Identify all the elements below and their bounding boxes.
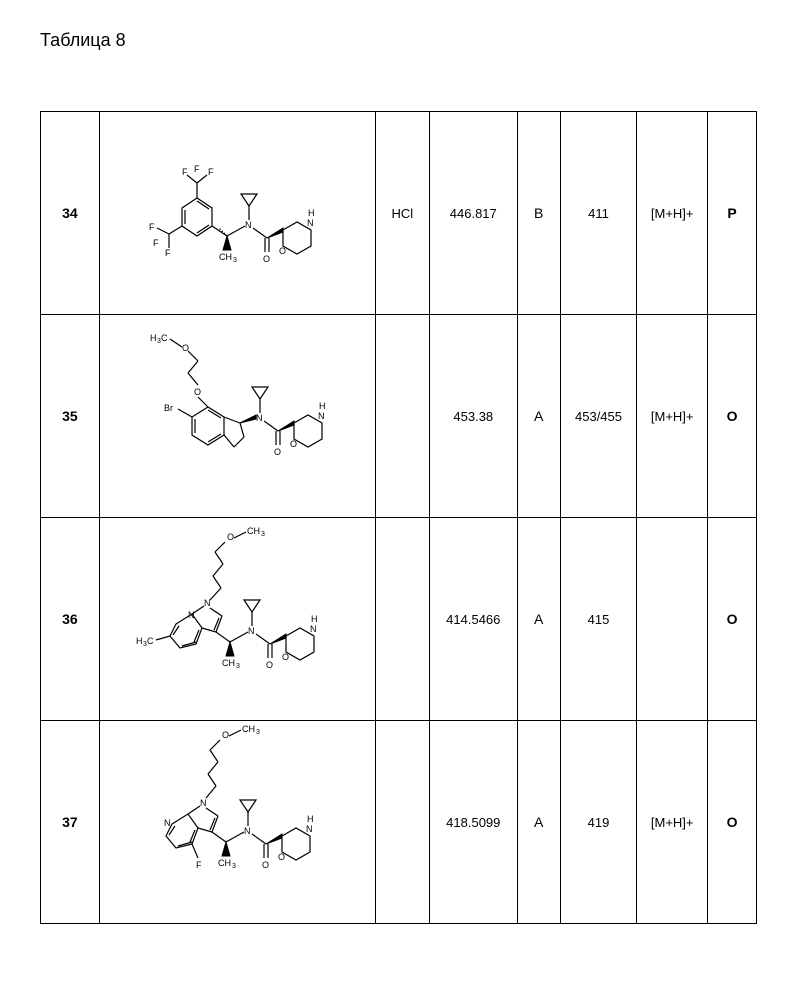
svg-text:O: O: [266, 660, 273, 670]
svg-text:CH: CH: [222, 658, 235, 668]
svg-text:3: 3: [233, 257, 237, 264]
svg-text:O: O: [262, 860, 269, 870]
svg-text:N: N: [306, 824, 313, 834]
svg-text:F: F: [165, 248, 171, 258]
cell-flag: O: [708, 518, 757, 721]
svg-text:O: O: [263, 254, 270, 264]
svg-text:C: C: [147, 636, 154, 646]
svg-text:O: O: [290, 439, 297, 449]
cell-structure: O CH3 N N F CH3 N O H N O: [99, 721, 375, 924]
table-row: 35 H3C O O Br N O H N O 453.38 A 453/455…: [41, 315, 757, 518]
cell-structure: O CH3 N N H3C CH3 N O H N O: [99, 518, 375, 721]
svg-text:3: 3: [256, 729, 260, 736]
svg-text:N: N: [310, 624, 317, 634]
cell-method: A: [517, 721, 560, 924]
svg-text:F: F: [208, 167, 214, 177]
svg-text:CH: CH: [219, 252, 232, 262]
svg-text:F: F: [194, 164, 200, 174]
cell-method: A: [517, 518, 560, 721]
cell-ion: [M+H]+: [637, 112, 708, 315]
cell-ms: 411: [560, 112, 636, 315]
svg-text:N: N: [244, 826, 251, 836]
cell-method: A: [517, 315, 560, 518]
svg-text:H: H: [308, 208, 315, 218]
cell-id: 36: [41, 518, 100, 721]
svg-text:O: O: [278, 852, 285, 862]
cell-mw: 418.5099: [430, 721, 518, 924]
cell-id: 35: [41, 315, 100, 518]
cell-ion: [M+H]+: [637, 315, 708, 518]
svg-text:Br: Br: [164, 403, 173, 413]
cell-salt: [375, 721, 429, 924]
cell-flag: O: [708, 315, 757, 518]
cell-ms: 453/455: [560, 315, 636, 518]
svg-text:H: H: [136, 636, 143, 646]
svg-text:H: H: [307, 814, 314, 824]
svg-text:N: N: [245, 220, 252, 230]
svg-text:3: 3: [232, 863, 236, 870]
svg-text:O: O: [282, 652, 289, 662]
svg-text:N: N: [248, 626, 255, 636]
svg-text:F: F: [196, 860, 202, 870]
svg-text:H: H: [319, 401, 326, 411]
svg-text:N: N: [164, 818, 171, 828]
svg-text:N: N: [256, 413, 263, 423]
table-row: 34 F F F F F F CH3 N O H N O HCl 446.817…: [41, 112, 757, 315]
svg-text:3: 3: [236, 663, 240, 670]
cell-flag: O: [708, 721, 757, 924]
svg-text:O: O: [274, 447, 281, 457]
cell-ion: [M+H]+: [637, 721, 708, 924]
svg-text:O: O: [194, 387, 201, 397]
structure-37: O CH3 N N F CH3 N O H N O: [104, 727, 371, 917]
svg-text:F: F: [149, 222, 155, 232]
cell-structure: F F F F F F CH3 N O H N O: [99, 112, 375, 315]
cell-salt: [375, 518, 429, 721]
cell-salt: [375, 315, 429, 518]
svg-text:O: O: [222, 730, 229, 740]
cell-mw: 453.38: [430, 315, 518, 518]
cell-id: 37: [41, 721, 100, 924]
data-table: 34 F F F F F F CH3 N O H N O HCl 446.817…: [40, 111, 757, 924]
svg-text:N: N: [200, 798, 207, 808]
cell-flag: P: [708, 112, 757, 315]
svg-text:F: F: [153, 238, 159, 248]
cell-salt: HCl: [375, 112, 429, 315]
structure-34: F F F F F F CH3 N O H N O: [104, 118, 371, 308]
svg-text:CH: CH: [242, 724, 255, 734]
svg-text:CH: CH: [218, 858, 231, 868]
cell-ms: 415: [560, 518, 636, 721]
structure-36: O CH3 N N H3C CH3 N O H N O: [104, 524, 371, 714]
cell-ion: [637, 518, 708, 721]
svg-text:CH: CH: [247, 526, 260, 536]
table-title: Таблица 8: [40, 30, 757, 51]
cell-method: B: [517, 112, 560, 315]
svg-text:O: O: [227, 532, 234, 542]
table-row: 36 O CH3 N N H3C CH3 N O H N O 414.5466 …: [41, 518, 757, 721]
svg-text:O: O: [279, 246, 286, 256]
cell-mw: 414.5466: [430, 518, 518, 721]
cell-structure: H3C O O Br N O H N O: [99, 315, 375, 518]
svg-text:N: N: [204, 598, 211, 608]
table-row: 37 O CH3 N N F CH3 N O H N O 418.5099 A …: [41, 721, 757, 924]
svg-text:F: F: [182, 167, 188, 177]
cell-mw: 446.817: [430, 112, 518, 315]
cell-ms: 419: [560, 721, 636, 924]
svg-text:H: H: [311, 614, 318, 624]
svg-text:H: H: [150, 333, 157, 343]
structure-35: H3C O O Br N O H N O: [104, 321, 371, 511]
svg-text:N: N: [318, 411, 325, 421]
cell-id: 34: [41, 112, 100, 315]
svg-text:3: 3: [261, 531, 265, 538]
svg-text:N: N: [307, 218, 314, 228]
svg-text:C: C: [161, 333, 168, 343]
svg-text:N: N: [188, 610, 195, 620]
